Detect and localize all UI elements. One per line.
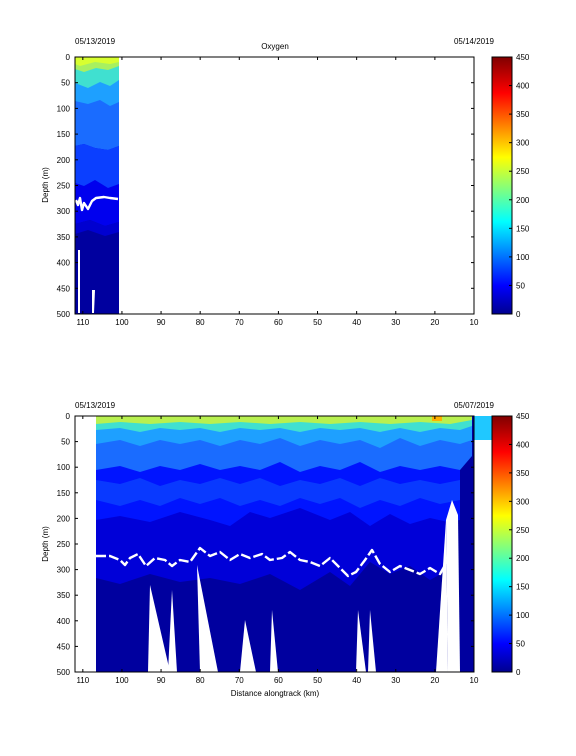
y-tick-label: 200 [57,156,71,165]
panel2-date-left: 05/13/2019 [75,401,116,410]
y-tick-label: 350 [57,233,71,242]
colorbar-tick-label: 250 [516,167,530,176]
y-tick-label: 0 [66,412,71,421]
panel2-isoline [96,546,450,578]
colorbar-tick-label: 300 [516,497,530,506]
colorbar-tick-label: 150 [516,224,530,233]
colorbar-tick-label: 350 [516,110,530,119]
panel2-y-ticks: 0 50 100 150 200 250 300 350 400 450 500 [57,412,474,677]
colorbar-tick-label: 450 [516,412,530,421]
x-tick-label: 100 [115,676,129,685]
y-tick-label: 50 [61,79,70,88]
y-tick-label: 0 [66,53,71,62]
y-tick-label: 400 [57,617,71,626]
panel1-colorbar [491,56,513,315]
x-tick-label: 50 [313,676,322,685]
y-tick-label: 450 [57,642,71,651]
panel1-colorbar-ticks: 0 50 100 150 200 250 300 350 400 450 [509,53,530,319]
panel2-colorbar [491,415,513,673]
colorbar-tick-label: 450 [516,53,530,62]
colorbar-tick-label: 400 [516,440,530,449]
x-tick-label: 60 [274,318,283,327]
colorbar-tick-label: 200 [516,554,530,563]
panel2-x-ticks: 110 100 90 80 70 60 50 40 30 20 10 [76,416,479,685]
panel2-xlabel: Distance alongtrack (km) [231,689,320,698]
panel2-colorbar-ticks: 0 50 100 150 200 250 300 350 400 450 [509,412,530,677]
y-tick-label: 250 [57,182,71,191]
x-tick-label: 40 [352,676,361,685]
x-tick-label: 40 [352,318,361,327]
colorbar-tick-label: 0 [516,668,521,677]
colorbar-tick-label: 350 [516,469,530,478]
panel1-title: Oxygen [261,42,289,51]
y-tick-label: 150 [57,489,71,498]
colorbar-tick-label: 200 [516,196,530,205]
x-tick-label: 80 [196,318,205,327]
x-tick-label: 10 [470,318,479,327]
panel2-ylabel: Depth (m) [41,526,50,562]
y-tick-label: 50 [61,438,70,447]
x-tick-label: 20 [430,318,439,327]
x-tick-label: 110 [76,318,89,327]
x-tick-label: 100 [115,318,129,327]
x-tick-label: 60 [274,676,283,685]
panel2-date-right: 05/07/2019 [454,401,495,410]
panel2-white-gaps [75,416,460,672]
x-tick-label: 20 [430,676,439,685]
panel-oxygen-bottom: 05/13/2019 05/07/2019 Depth (m) Distance… [41,401,530,698]
y-tick-label: 100 [57,463,71,472]
y-tick-label: 350 [57,591,71,600]
x-tick-label: 80 [196,676,205,685]
panel1-axes-frame [74,56,475,315]
x-tick-label: 30 [391,676,400,685]
panel1-date-left: 05/13/2019 [75,37,116,46]
panel-oxygen-top: Oxygen 05/13/2019 05/14/2019 Depth (m) 1… [41,37,530,327]
colorbar-tick-label: 250 [516,526,530,535]
x-tick-label: 30 [391,318,400,327]
y-tick-label: 300 [57,207,71,216]
colorbar-tick-label: 50 [516,281,525,290]
y-tick-label: 450 [57,284,71,293]
panel1-date-right: 05/14/2019 [454,37,495,46]
y-tick-label: 200 [57,514,71,523]
panel1-x-ticks: 110 100 90 80 70 60 50 40 30 20 10 [76,57,479,327]
y-tick-label: 300 [57,566,71,575]
y-tick-label: 100 [57,104,71,113]
colorbar-tick-label: 300 [516,139,530,148]
colorbar-tick-label: 150 [516,583,530,592]
colorbar-tick-label: 50 [516,640,525,649]
y-tick-label: 500 [57,668,71,677]
x-tick-label: 70 [235,676,244,685]
panel1-white-gaps [78,250,95,313]
y-tick-label: 500 [57,310,71,319]
colorbar-tick-label: 100 [516,253,530,262]
x-tick-label: 110 [76,676,89,685]
colorbar-tick-label: 100 [516,611,530,620]
panel1-y-ticks: 0 50 100 150 200 250 300 350 400 450 500 [57,53,474,319]
x-tick-label: 90 [157,676,166,685]
x-tick-label: 90 [157,318,166,327]
x-tick-label: 10 [470,676,479,685]
y-tick-label: 400 [57,259,71,268]
x-tick-label: 70 [235,318,244,327]
colorbar-tick-label: 400 [516,82,530,91]
panel1-contour-fill [75,57,119,314]
y-tick-label: 250 [57,540,71,549]
panel1-isoline [74,195,119,212]
panel1-ylabel: Depth (m) [41,167,50,203]
x-tick-label: 50 [313,318,322,327]
y-tick-label: 150 [57,130,71,139]
colorbar-tick-label: 0 [516,310,521,319]
